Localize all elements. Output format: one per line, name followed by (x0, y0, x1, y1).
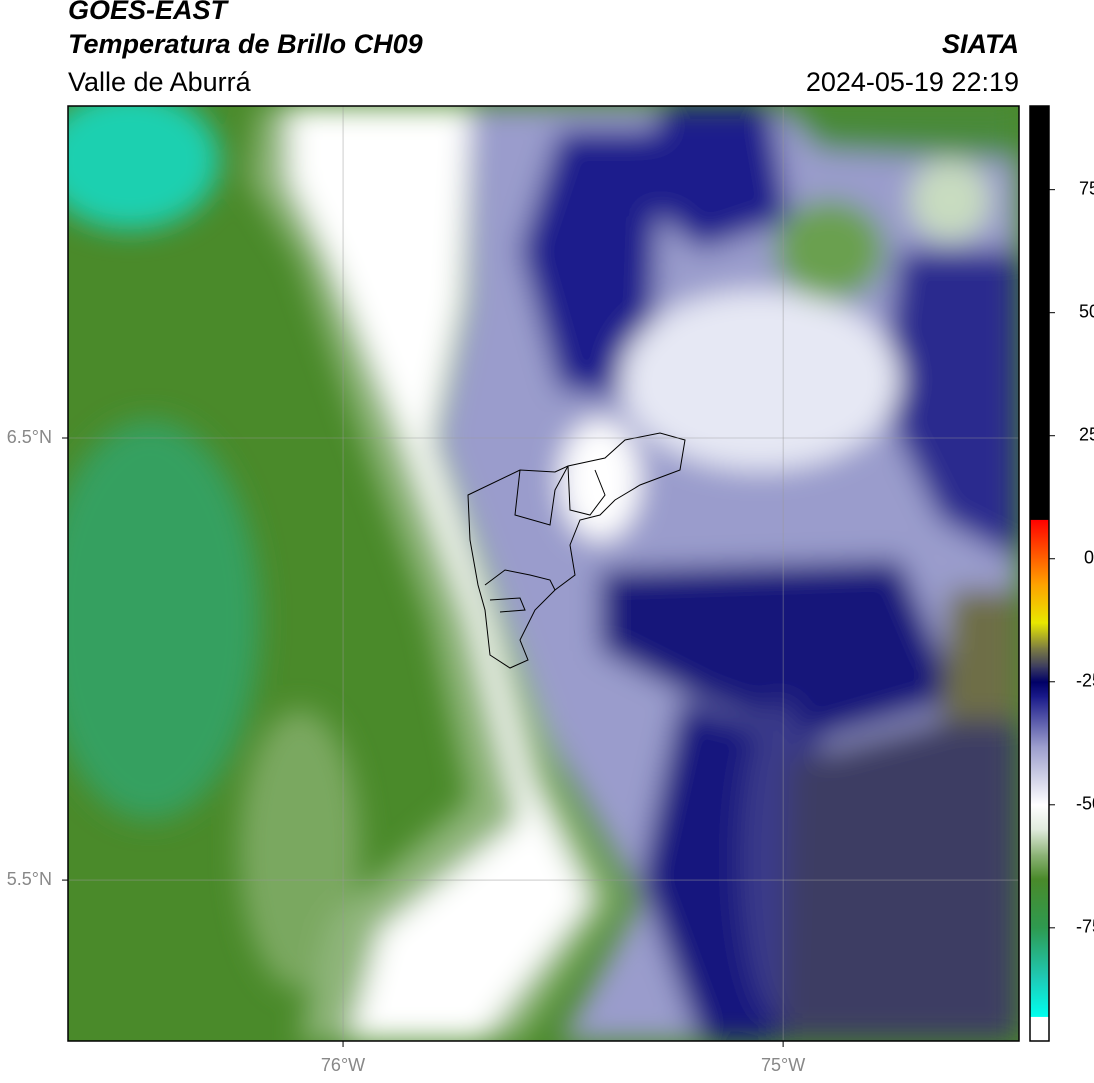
colorbar-segment (1030, 745, 1049, 806)
colorbar-tick-label: -25 (1076, 671, 1094, 691)
colorbar-segment (1030, 583, 1049, 624)
colorbar-tick-label: -50 (1076, 794, 1094, 814)
colorbar-segment (1030, 106, 1049, 520)
colorbar-tick-label: 0 (1084, 547, 1094, 567)
graticule: 76°W 75°W 6.5°N 5.5°N (7, 106, 1019, 1075)
title: GOES-EAST (68, 0, 230, 25)
x-tick-label: 76°W (321, 1055, 365, 1075)
colorbar-tick-label: 25 (1079, 424, 1094, 444)
colorbar-segment (1030, 878, 1049, 929)
colorbar-segment (1030, 647, 1049, 668)
colorbar-segment (1030, 667, 1049, 683)
y-tick-label: 6.5°N (7, 427, 52, 447)
colorbar-segment (1030, 622, 1049, 648)
colorbar-segment (1030, 977, 1049, 1017)
source: SIATA (942, 29, 1019, 59)
colorbar-segment (1030, 1016, 1049, 1042)
colorbar-segment (1030, 519, 1049, 584)
colorbar: 75 50 25 0 -25 -50 -75 (1030, 106, 1094, 1042)
timestamp: 2024-05-19 22:19 (806, 67, 1019, 97)
colorbar-segment (1030, 681, 1049, 698)
colorbar-tick-label: 50 (1079, 301, 1094, 321)
colorbar-segment (1030, 854, 1049, 880)
imagery (68, 106, 1019, 1041)
region: Valle de Aburrá (68, 67, 252, 97)
colorbar-segment (1030, 696, 1049, 747)
y-tick-label: 5.5°N (7, 869, 52, 889)
x-tick-label: 75°W (761, 1055, 805, 1075)
colorbar-tick-label: -75 (1076, 917, 1094, 937)
colorbar-tick-label: 75 (1079, 178, 1094, 198)
colorbar-segment (1030, 829, 1049, 855)
colorbar-segment (1030, 804, 1049, 830)
map-frame (67, 105, 1020, 1042)
colorbar-frame (1029, 105, 1050, 1042)
colorbar-segment (1030, 927, 1049, 978)
valle-de-aburra-outline (467, 432, 686, 669)
subtitle: Temperatura de Brillo CH09 (68, 29, 423, 59)
